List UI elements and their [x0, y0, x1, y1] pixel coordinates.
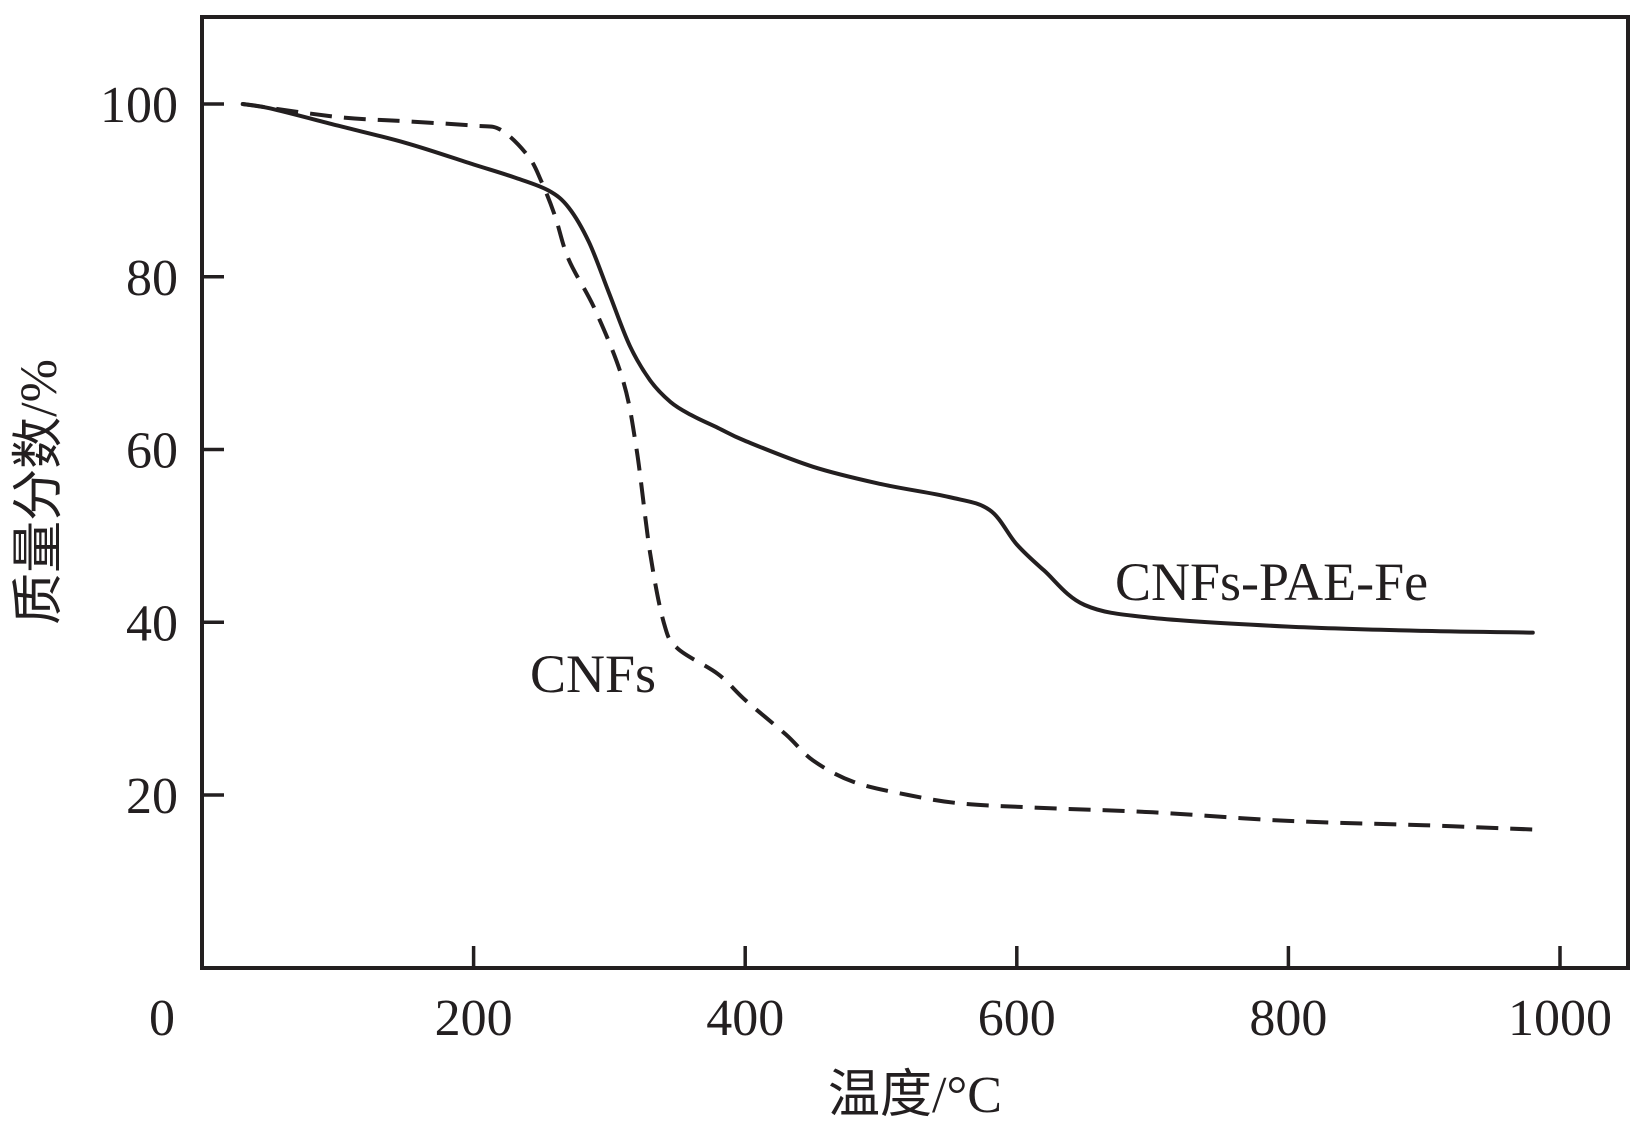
- x-tick-labels: 0 200 400 600 800 1000: [149, 990, 1612, 1047]
- x-tick-label-800: 800: [1249, 990, 1327, 1047]
- x-axis-title: 温度/°C: [828, 1067, 1002, 1124]
- y-tick-labels: 20 40 60 80 100: [100, 77, 178, 825]
- x-tick-label-0: 0: [149, 990, 175, 1047]
- x-tick-label-600: 600: [978, 990, 1056, 1047]
- y-tick-label-40: 40: [126, 595, 178, 652]
- x-ticks: [471, 946, 1562, 968]
- series-label-cnfs-pae-fe: CNFs-PAE-Fe: [1115, 552, 1428, 612]
- series-line-cnfs: [242, 102, 1533, 832]
- plot-frame: [200, 15, 1630, 970]
- y-axis-title: 质量分数/%: [11, 359, 68, 625]
- y-tick-label-20: 20: [126, 768, 178, 825]
- y-tick-label-60: 60: [126, 423, 178, 480]
- x-tick-label-1000: 1000: [1508, 990, 1612, 1047]
- y-tick-label-80: 80: [126, 250, 178, 307]
- series-label-cnfs: CNFs: [530, 644, 656, 704]
- series-line-cnfs-pae-fe: [240, 102, 1535, 635]
- x-tick-label-400: 400: [706, 990, 784, 1047]
- y-ticks: [202, 102, 224, 797]
- y-tick-label-100: 100: [100, 77, 178, 134]
- series-lines: [240, 102, 1535, 832]
- x-tick-label-200: 200: [435, 990, 513, 1047]
